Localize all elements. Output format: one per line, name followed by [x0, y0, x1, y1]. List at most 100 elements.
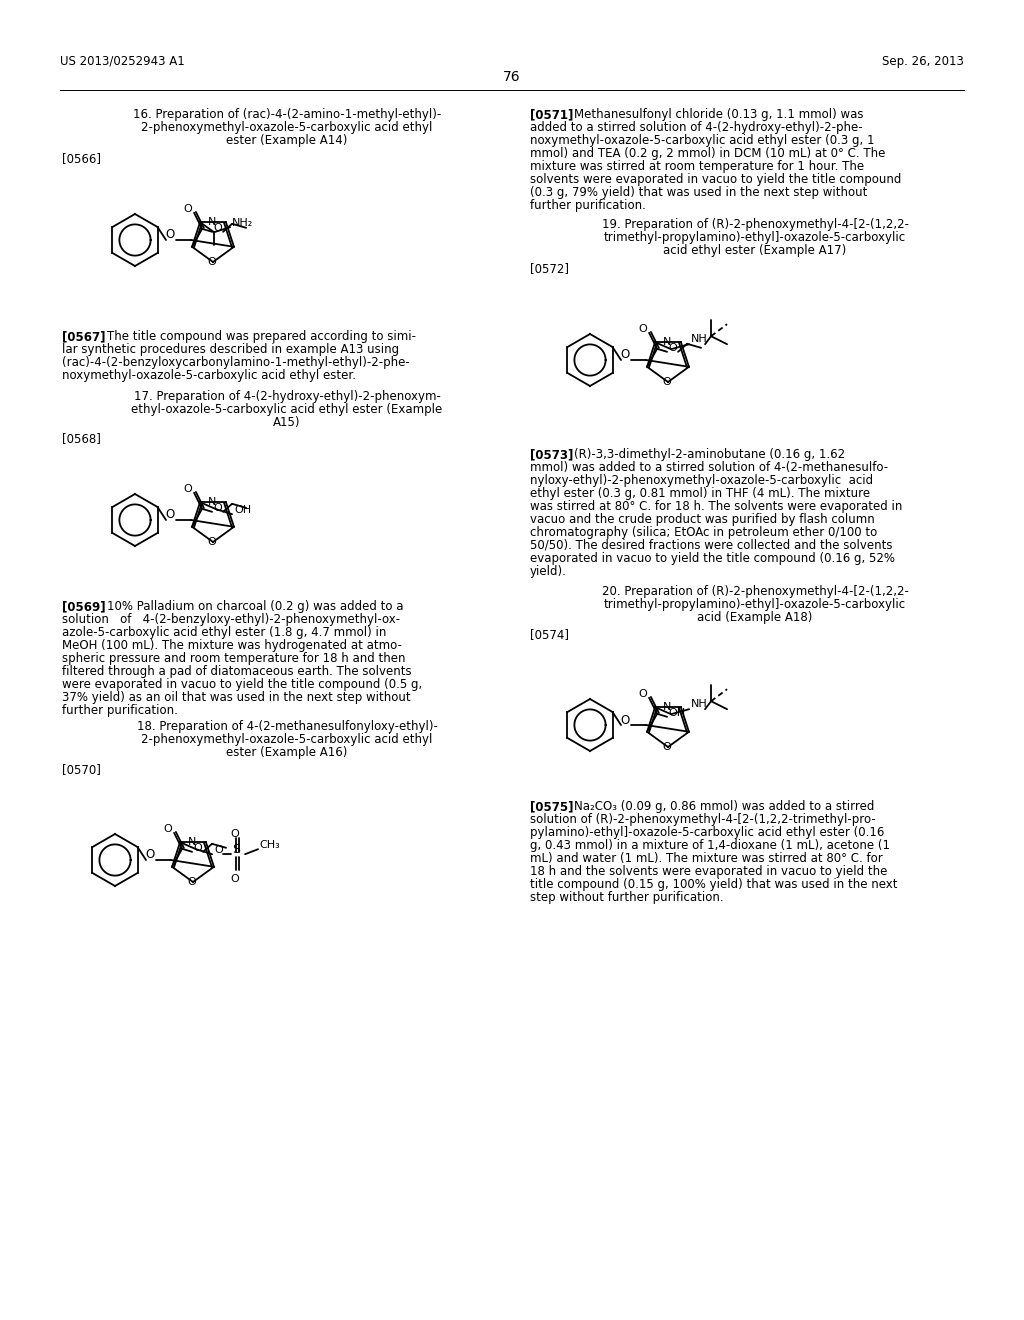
Text: O: O [183, 484, 193, 494]
Text: O: O [668, 343, 677, 352]
Text: NH: NH [691, 700, 708, 709]
Text: NH: NH [691, 334, 708, 345]
Text: O: O [230, 874, 240, 884]
Text: nyloxy-ethyl)-2-phenoxymethyl-oxazole-5-carboxylic  acid: nyloxy-ethyl)-2-phenoxymethyl-oxazole-5-… [530, 474, 873, 487]
Text: 50/50). The desired fractions were collected and the solvents: 50/50). The desired fractions were colle… [530, 539, 893, 552]
Text: [0572]: [0572] [530, 261, 569, 275]
Text: chromatography (silica; EtOAc in petroleum ether 0/100 to: chromatography (silica; EtOAc in petrole… [530, 525, 878, 539]
Text: The title compound was prepared according to simi-: The title compound was prepared accordin… [106, 330, 416, 343]
Text: OH: OH [234, 506, 251, 515]
Text: O: O [620, 348, 630, 362]
Text: Sep. 26, 2013: Sep. 26, 2013 [882, 55, 964, 69]
Text: 76: 76 [503, 70, 521, 84]
Text: ester (Example A14): ester (Example A14) [226, 135, 348, 147]
Text: OH: OH [668, 708, 685, 718]
Text: N: N [663, 337, 671, 347]
Text: O: O [187, 876, 197, 887]
Text: 37% yield) as an oil that was used in the next step without: 37% yield) as an oil that was used in th… [62, 690, 411, 704]
Text: N: N [208, 218, 216, 227]
Text: were evaporated in vacuo to yield the title compound (0.5 g,: were evaporated in vacuo to yield the ti… [62, 678, 422, 690]
Text: was stirred at 80° C. for 18 h. The solvents were evaporated in: was stirred at 80° C. for 18 h. The solv… [530, 500, 902, 513]
Text: 17. Preparation of 4-(2-hydroxy-ethyl)-2-phenoxym-: 17. Preparation of 4-(2-hydroxy-ethyl)-2… [133, 389, 440, 403]
Text: solution   of   4-(2-benzyloxy-ethyl)-2-phenoxymethyl-ox-: solution of 4-(2-benzyloxy-ethyl)-2-phen… [62, 612, 400, 626]
Text: acid ethyl ester (Example A17): acid ethyl ester (Example A17) [664, 244, 847, 257]
Text: Methanesulfonyl chloride (0.13 g, 1.1 mmol) was: Methanesulfonyl chloride (0.13 g, 1.1 mm… [574, 108, 863, 121]
Text: solution of (R)-2-phenoxymethyl-4-[2-(1,2,2-trimethyl-pro-: solution of (R)-2-phenoxymethyl-4-[2-(1,… [530, 813, 876, 826]
Text: 19. Preparation of (R)-2-phenoxymethyl-4-[2-(1,2,2-: 19. Preparation of (R)-2-phenoxymethyl-4… [601, 218, 908, 231]
Text: azole-5-carboxylic acid ethyl ester (1.8 g, 4.7 mmol) in: azole-5-carboxylic acid ethyl ester (1.8… [62, 626, 386, 639]
Text: [0573]: [0573] [530, 447, 573, 461]
Text: O: O [164, 824, 172, 834]
Text: O: O [208, 257, 216, 267]
Text: O: O [208, 537, 216, 546]
Text: O: O [663, 742, 672, 752]
Text: O: O [194, 842, 202, 853]
Text: CH₃: CH₃ [259, 841, 280, 850]
Text: N: N [208, 498, 216, 507]
Text: step without further purification.: step without further purification. [530, 891, 724, 904]
Text: evaporated in vacuo to yield the title compound (0.16 g, 52%: evaporated in vacuo to yield the title c… [530, 552, 895, 565]
Text: lar synthetic procedures described in example A13 using: lar synthetic procedures described in ex… [62, 343, 399, 356]
Text: S: S [232, 842, 240, 855]
Text: trimethyl-propylamino)-ethyl]-oxazole-5-carboxylic: trimethyl-propylamino)-ethyl]-oxazole-5-… [604, 231, 906, 244]
Text: vacuo and the crude product was purified by flash column: vacuo and the crude product was purified… [530, 513, 874, 525]
Text: O: O [639, 323, 647, 334]
Text: ethyl-oxazole-5-carboxylic acid ethyl ester (Example: ethyl-oxazole-5-carboxylic acid ethyl es… [131, 403, 442, 416]
Text: 20. Preparation of (R)-2-phenoxymethyl-4-[2-(1,2,2-: 20. Preparation of (R)-2-phenoxymethyl-4… [601, 585, 908, 598]
Text: [0570]: [0570] [62, 763, 101, 776]
Text: (rac)-4-(2-benzyloxycarbonylamino-1-methyl-ethyl)-2-phe-: (rac)-4-(2-benzyloxycarbonylamino-1-meth… [62, 356, 410, 370]
Text: O: O [213, 223, 222, 232]
Text: Na₂CO₃ (0.09 g, 0.86 mmol) was added to a stirred: Na₂CO₃ (0.09 g, 0.86 mmol) was added to … [574, 800, 874, 813]
Text: filtered through a pad of diatomaceous earth. The solvents: filtered through a pad of diatomaceous e… [62, 665, 412, 678]
Text: [0567]: [0567] [62, 330, 105, 343]
Text: added to a stirred solution of 4-(2-hydroxy-ethyl)-2-phe-: added to a stirred solution of 4-(2-hydr… [530, 121, 862, 135]
Text: O: O [663, 378, 672, 387]
Text: title compound (0.15 g, 100% yield) that was used in the next: title compound (0.15 g, 100% yield) that… [530, 878, 897, 891]
Text: (0.3 g, 79% yield) that was used in the next step without: (0.3 g, 79% yield) that was used in the … [530, 186, 867, 199]
Text: ethyl ester (0.3 g, 0.81 mmol) in THF (4 mL). The mixture: ethyl ester (0.3 g, 0.81 mmol) in THF (4… [530, 487, 870, 500]
Text: O: O [165, 228, 174, 242]
Text: MeOH (100 mL). The mixture was hydrogenated at atmo-: MeOH (100 mL). The mixture was hydrogena… [62, 639, 401, 652]
Text: 2-phenoxymethyl-oxazole-5-carboxylic acid ethyl: 2-phenoxymethyl-oxazole-5-carboxylic aci… [141, 121, 433, 135]
Text: noxymethyl-oxazole-5-carboxylic acid ethyl ester (0.3 g, 1: noxymethyl-oxazole-5-carboxylic acid eth… [530, 135, 874, 147]
Text: O: O [620, 714, 630, 726]
Text: noxymethyl-oxazole-5-carboxylic acid ethyl ester.: noxymethyl-oxazole-5-carboxylic acid eth… [62, 370, 356, 381]
Text: mixture was stirred at room temperature for 1 hour. The: mixture was stirred at room temperature … [530, 160, 864, 173]
Text: [0566]: [0566] [62, 152, 101, 165]
Text: spheric pressure and room temperature for 18 h and then: spheric pressure and room temperature fo… [62, 652, 406, 665]
Text: further purification.: further purification. [62, 704, 178, 717]
Text: O: O [230, 829, 240, 840]
Text: O: O [214, 845, 223, 855]
Text: 18. Preparation of 4-(2-methanesulfonyloxy-ethyl)-: 18. Preparation of 4-(2-methanesulfonylo… [136, 719, 437, 733]
Text: 18 h and the solvents were evaporated in vacuo to yield the: 18 h and the solvents were evaporated in… [530, 865, 888, 878]
Text: pylamino)-ethyl]-oxazole-5-carboxylic acid ethyl ester (0.16: pylamino)-ethyl]-oxazole-5-carboxylic ac… [530, 826, 885, 840]
Text: [0571]: [0571] [530, 108, 573, 121]
Text: trimethyl-propylamino)-ethyl]-oxazole-5-carboxylic: trimethyl-propylamino)-ethyl]-oxazole-5-… [604, 598, 906, 611]
Text: 10% Palladium on charcoal (0.2 g) was added to a: 10% Palladium on charcoal (0.2 g) was ad… [106, 601, 403, 612]
Text: solvents were evaporated in vacuo to yield the title compound: solvents were evaporated in vacuo to yie… [530, 173, 901, 186]
Text: 2-phenoxymethyl-oxazole-5-carboxylic acid ethyl: 2-phenoxymethyl-oxazole-5-carboxylic aci… [141, 733, 433, 746]
Text: O: O [639, 689, 647, 698]
Text: 16. Preparation of (rac)-4-(2-amino-1-methyl-ethyl)-: 16. Preparation of (rac)-4-(2-amino-1-me… [133, 108, 441, 121]
Text: (R)-3,3-dimethyl-2-aminobutane (0.16 g, 1.62: (R)-3,3-dimethyl-2-aminobutane (0.16 g, … [574, 447, 845, 461]
Text: N: N [187, 837, 197, 847]
Text: A15): A15) [273, 416, 301, 429]
Text: mmol) was added to a stirred solution of 4-(2-methanesulfo-: mmol) was added to a stirred solution of… [530, 461, 888, 474]
Text: yield).: yield). [530, 565, 567, 578]
Text: N: N [663, 702, 671, 713]
Text: O: O [183, 203, 193, 214]
Text: US 2013/0252943 A1: US 2013/0252943 A1 [60, 55, 184, 69]
Text: [0575]: [0575] [530, 800, 573, 813]
Text: O: O [213, 503, 222, 512]
Text: [0569]: [0569] [62, 601, 105, 612]
Text: g, 0.43 mmol) in a mixture of 1,4-dioxane (1 mL), acetone (1: g, 0.43 mmol) in a mixture of 1,4-dioxan… [530, 840, 890, 851]
Text: mL) and water (1 mL). The mixture was stirred at 80° C. for: mL) and water (1 mL). The mixture was st… [530, 851, 883, 865]
Text: mmol) and TEA (0.2 g, 2 mmol) in DCM (10 mL) at 0° C. The: mmol) and TEA (0.2 g, 2 mmol) in DCM (10… [530, 147, 886, 160]
Text: O: O [145, 849, 155, 862]
Text: further purification.: further purification. [530, 199, 646, 213]
Text: [0574]: [0574] [530, 628, 569, 642]
Text: [0568]: [0568] [62, 432, 101, 445]
Text: NH₂: NH₂ [232, 218, 253, 228]
Text: O: O [165, 508, 174, 521]
Text: acid (Example A18): acid (Example A18) [697, 611, 813, 624]
